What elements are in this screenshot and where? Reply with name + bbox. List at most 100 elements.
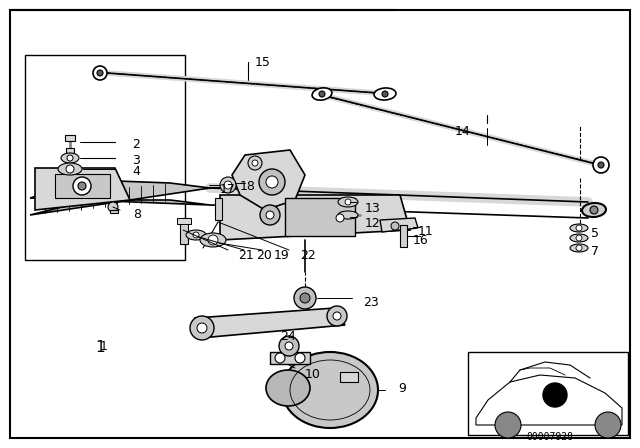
Text: 2: 2 xyxy=(132,138,140,151)
Text: 4: 4 xyxy=(132,165,140,178)
Bar xyxy=(66,148,74,153)
Text: 10: 10 xyxy=(305,368,321,381)
Polygon shape xyxy=(476,375,622,425)
Bar xyxy=(180,218,188,244)
Text: 14: 14 xyxy=(455,125,471,138)
Circle shape xyxy=(598,162,604,168)
Ellipse shape xyxy=(61,153,79,163)
Circle shape xyxy=(576,245,582,251)
Circle shape xyxy=(319,91,325,97)
Circle shape xyxy=(595,412,621,438)
Bar xyxy=(55,174,110,198)
Bar xyxy=(110,210,118,213)
Text: 8: 8 xyxy=(133,208,141,221)
Text: 20: 20 xyxy=(256,249,272,262)
Ellipse shape xyxy=(582,203,606,217)
Text: 17: 17 xyxy=(220,183,236,196)
Circle shape xyxy=(590,206,598,214)
Bar xyxy=(285,198,355,236)
Text: 21: 21 xyxy=(238,249,253,262)
Bar xyxy=(340,372,358,382)
Circle shape xyxy=(576,235,582,241)
Circle shape xyxy=(260,205,280,225)
Text: 00007928: 00007928 xyxy=(527,432,573,442)
Circle shape xyxy=(327,306,347,326)
Text: 16: 16 xyxy=(413,234,429,247)
Text: 1: 1 xyxy=(100,340,108,353)
Circle shape xyxy=(275,353,285,363)
Circle shape xyxy=(382,91,388,97)
Circle shape xyxy=(391,222,399,230)
Ellipse shape xyxy=(570,224,588,232)
Ellipse shape xyxy=(266,370,310,406)
Text: 7: 7 xyxy=(591,245,599,258)
Circle shape xyxy=(66,165,74,173)
Circle shape xyxy=(193,232,199,238)
Circle shape xyxy=(252,160,258,166)
Circle shape xyxy=(279,336,299,356)
Circle shape xyxy=(208,235,218,245)
Circle shape xyxy=(294,287,316,309)
Circle shape xyxy=(576,225,582,231)
Circle shape xyxy=(266,176,278,188)
Text: 12: 12 xyxy=(365,217,381,230)
Bar xyxy=(25,55,185,260)
Circle shape xyxy=(543,383,567,407)
Circle shape xyxy=(295,353,305,363)
Circle shape xyxy=(259,169,285,195)
Circle shape xyxy=(333,312,341,320)
Text: 9: 9 xyxy=(398,382,406,395)
Bar xyxy=(177,218,191,224)
Polygon shape xyxy=(220,195,410,240)
Circle shape xyxy=(300,293,310,303)
Text: 24: 24 xyxy=(280,330,296,343)
Circle shape xyxy=(336,214,344,222)
Ellipse shape xyxy=(200,233,226,247)
Polygon shape xyxy=(380,218,418,232)
Circle shape xyxy=(248,156,262,170)
Ellipse shape xyxy=(282,352,378,428)
Ellipse shape xyxy=(374,88,396,100)
Text: 13: 13 xyxy=(365,202,381,215)
Circle shape xyxy=(593,157,609,173)
Circle shape xyxy=(220,177,236,193)
Circle shape xyxy=(97,70,103,76)
Ellipse shape xyxy=(338,197,358,207)
Text: 5: 5 xyxy=(591,227,599,240)
Circle shape xyxy=(345,199,351,205)
Bar xyxy=(65,135,75,141)
Text: 15: 15 xyxy=(255,56,271,69)
Polygon shape xyxy=(195,308,345,338)
Polygon shape xyxy=(232,150,305,210)
Circle shape xyxy=(285,342,293,350)
Text: 11: 11 xyxy=(418,225,434,238)
Polygon shape xyxy=(30,180,210,215)
Text: 3: 3 xyxy=(132,154,140,167)
Ellipse shape xyxy=(570,244,588,252)
Bar xyxy=(400,225,407,247)
Ellipse shape xyxy=(570,234,588,242)
Polygon shape xyxy=(35,168,130,210)
Ellipse shape xyxy=(186,230,206,240)
Text: 18: 18 xyxy=(240,180,256,193)
Bar xyxy=(215,198,222,220)
Ellipse shape xyxy=(58,163,82,175)
Circle shape xyxy=(67,155,73,161)
Circle shape xyxy=(78,182,86,190)
Circle shape xyxy=(266,211,274,219)
Circle shape xyxy=(73,177,91,195)
Ellipse shape xyxy=(312,88,332,100)
Bar xyxy=(270,352,310,364)
Circle shape xyxy=(330,208,350,228)
Circle shape xyxy=(108,202,118,212)
Circle shape xyxy=(197,323,207,333)
Circle shape xyxy=(93,66,107,80)
Circle shape xyxy=(224,181,232,189)
Bar xyxy=(468,352,628,435)
Ellipse shape xyxy=(338,211,358,219)
Circle shape xyxy=(495,412,521,438)
Text: 22: 22 xyxy=(300,249,316,262)
Text: 23: 23 xyxy=(363,296,379,309)
Text: 1: 1 xyxy=(95,340,105,355)
Circle shape xyxy=(190,316,214,340)
